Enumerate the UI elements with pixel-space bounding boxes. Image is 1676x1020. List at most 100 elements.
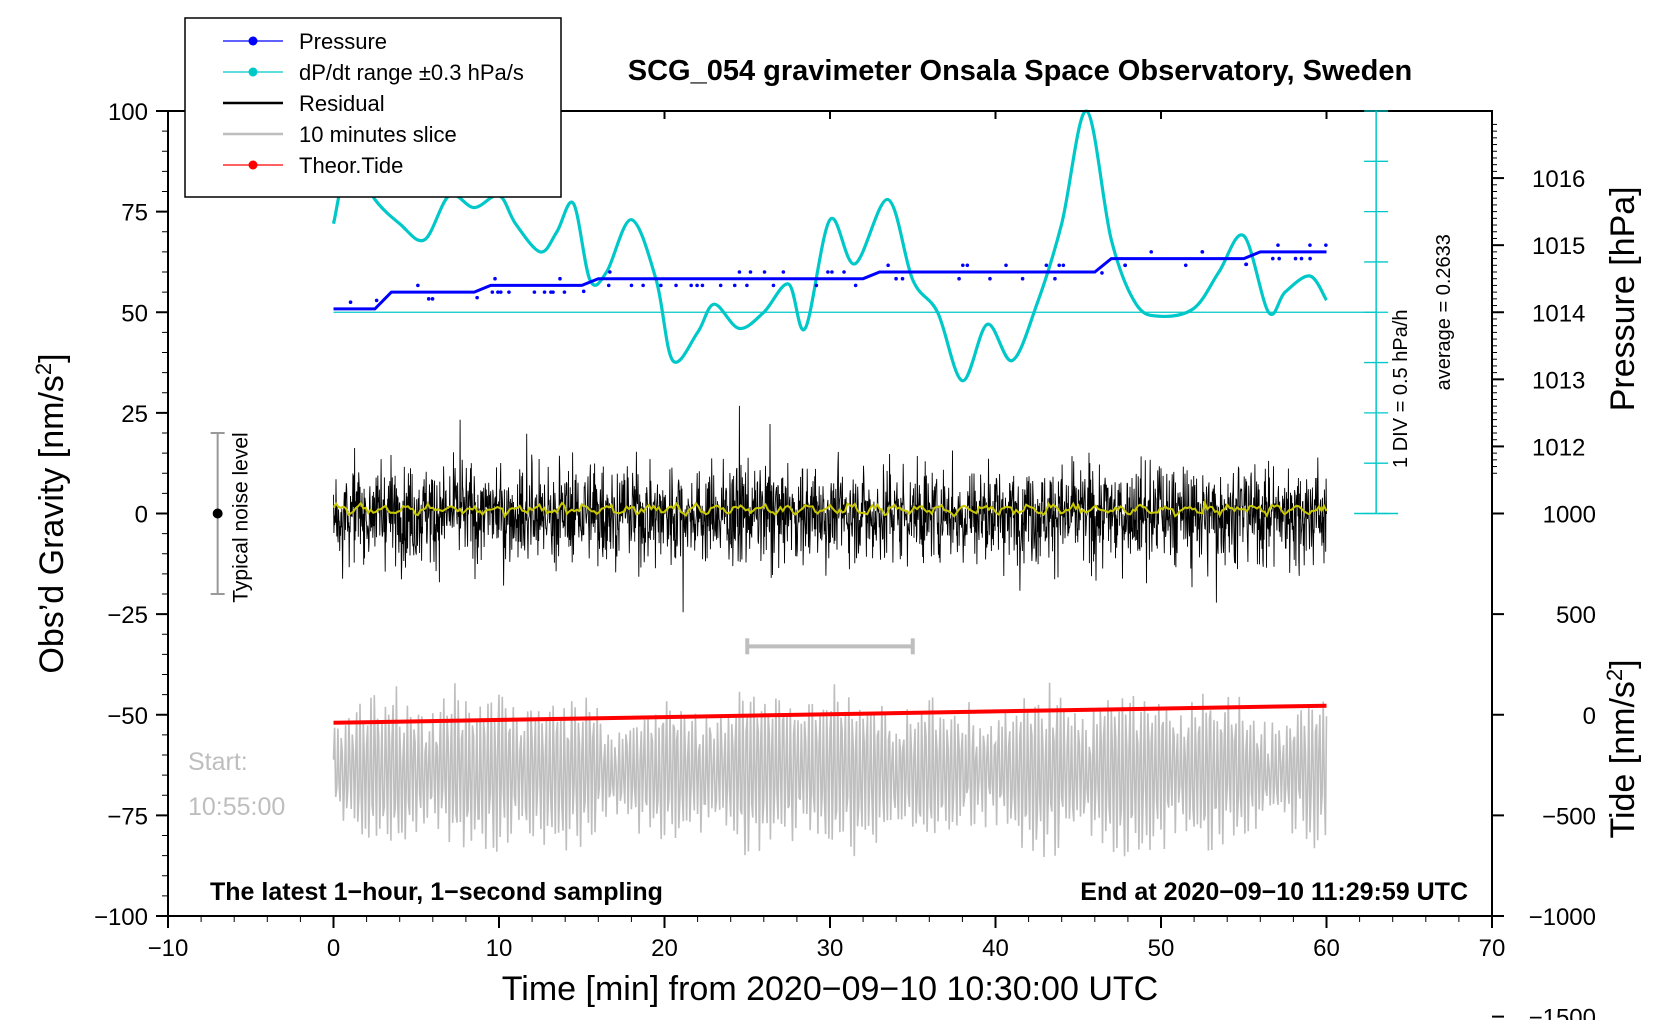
start-time-label: 10:55:00 (188, 793, 285, 821)
pressure-point (493, 276, 497, 281)
legend-marker (248, 160, 258, 170)
pressure-point (1004, 263, 1008, 268)
pressure-point (1053, 276, 1057, 281)
pressure-point (490, 290, 495, 294)
pressure-point (1123, 263, 1127, 268)
pressure-point (1183, 263, 1188, 268)
pressure-point (842, 270, 846, 274)
pressure-point (762, 270, 767, 274)
x-tick-label: 50 (1148, 935, 1175, 962)
pressure-point (894, 276, 898, 281)
pressure-point (430, 297, 435, 301)
pressure-point (1270, 256, 1275, 261)
y-tick-label: −25 (107, 602, 148, 629)
pressure-line (333, 250, 1327, 311)
pressure-point (1324, 243, 1328, 247)
y-tick-label: −100 (94, 904, 148, 931)
pressure-point (608, 270, 612, 274)
y-tick-label: −50 (107, 703, 148, 730)
pressure-point (695, 283, 699, 288)
x-tick-label: 10 (486, 935, 513, 962)
y-tick-label: 0 (135, 502, 148, 529)
pressure-point (532, 290, 537, 294)
pressure-point (689, 283, 693, 288)
y-axis-label-tide: Tide [nm/s2] (1602, 659, 1643, 838)
legend-label: Theor.Tide (299, 153, 403, 178)
pressure-point (771, 283, 776, 288)
start-label: Start: (188, 748, 248, 776)
tide-tick-label: 500 (1556, 602, 1596, 629)
note-latest-hour: The latest 1−hour, 1−second sampling (210, 878, 663, 906)
pressure-point (475, 295, 479, 300)
pressure-point (1020, 276, 1025, 281)
legend-label: 10 minutes slice (299, 122, 457, 147)
legend-marker (248, 36, 258, 46)
pressure-point (674, 283, 678, 288)
pressure-point (1244, 262, 1249, 267)
x-axis-label: Time [min] from 2020−09−10 10:30:00 UTC (502, 970, 1158, 1008)
pressure-point (374, 298, 379, 303)
x-tick-label: 60 (1313, 935, 1340, 962)
pressure-point (965, 263, 970, 268)
dpdt-curve (331, 109, 1328, 383)
y-tick-label: 100 (108, 99, 148, 126)
noise-center-dot (212, 508, 223, 519)
pressure-point (957, 276, 961, 281)
y-axis-label-left: Obs’d Gravity [nm/s2] (31, 353, 72, 673)
x-tick-label: −10 (148, 935, 189, 962)
y-tick-label: 75 (121, 200, 148, 227)
pressure-point (629, 283, 634, 288)
series-layer (331, 109, 1377, 858)
legend-label: Residual (299, 91, 385, 116)
pressure-point (830, 270, 834, 274)
pressure-tick-label: 1014 (1532, 300, 1585, 327)
y-axis-label-pressure: Pressure [hPa] (1604, 186, 1642, 411)
x-tick-label: 20 (651, 935, 678, 962)
legend-label: Pressure (299, 29, 387, 54)
pressure-tick-label: 1015 (1532, 233, 1585, 260)
y-axis-label-left-end: ] (33, 353, 71, 362)
pressure-point (1044, 263, 1049, 268)
x-tick-label: 0 (327, 935, 340, 962)
pressure-point (1061, 263, 1066, 268)
slice-line (332, 682, 1328, 858)
noise-level-label: Typical noise level (230, 432, 253, 602)
pressure-point (641, 283, 645, 288)
pressure-point (988, 276, 992, 281)
pressure-point (1293, 256, 1298, 261)
pressure-point (781, 270, 786, 274)
pressure-point (581, 289, 586, 294)
pressure-point (416, 283, 420, 288)
y-axis-label-tide-main: Tide [nm/s (1604, 681, 1642, 838)
pressure-point (1308, 243, 1312, 247)
pressure-point (1299, 256, 1304, 261)
y-tick-label: 50 (121, 300, 148, 327)
pressure-point (718, 283, 723, 288)
y-tick-label: 25 (121, 401, 148, 428)
pressure-point (1308, 256, 1312, 261)
x-tick-label: 40 (982, 935, 1009, 962)
legend: Pressure dP/dt range ±0.3 hPa/s Residual 10… (184, 17, 562, 198)
pressure-point (551, 290, 555, 294)
pressure-point (1057, 263, 1062, 268)
y-axis-label-tide-end: ] (1604, 659, 1642, 668)
pressure-point (1200, 250, 1205, 254)
pressure-point (853, 283, 858, 288)
pressure-point (659, 283, 663, 288)
y-tick-label: −75 (107, 803, 148, 830)
pressure-point (900, 276, 905, 281)
pressure-tick-label: 1016 (1532, 166, 1585, 193)
pressure-point (1276, 243, 1280, 247)
tide-tick-label: 0 (1583, 703, 1596, 730)
axes-layer: −10 0 10 20 30 40 50 60 701007550250−25−50−75−10… (94, 99, 1596, 1020)
pressure-point (737, 270, 742, 274)
pressure-point (732, 283, 737, 288)
pressure-point (1100, 271, 1104, 275)
residual-line (333, 405, 1327, 613)
pressure-point (814, 283, 819, 288)
pressure-point (348, 300, 353, 304)
pressure-tick-label: 1013 (1532, 367, 1585, 394)
pressure-point (507, 290, 511, 294)
pressure-point (745, 283, 749, 288)
tide-tick-label: −500 (1542, 803, 1596, 830)
